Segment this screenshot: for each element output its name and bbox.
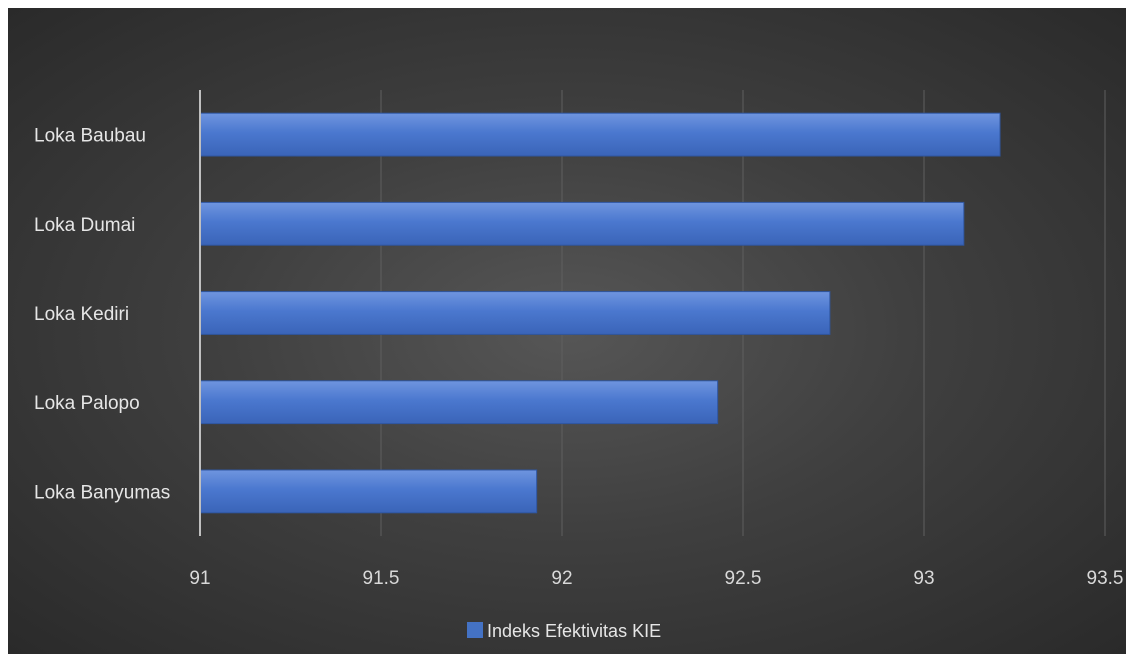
category-label: Loka Dumai: [34, 215, 135, 236]
category-label: Loka Baubau: [34, 126, 146, 147]
legend: Indeks Efektivitas KIE: [467, 621, 661, 641]
bar: [199, 201, 965, 246]
x-tick-label: 91: [189, 568, 210, 589]
chart-area: Loka Baubau Loka Dumai Loka Kediri Loka Pal…: [8, 8, 1126, 654]
legend-swatch: [467, 622, 483, 638]
bar-chart: Loka Baubau Loka Dumai Loka Kediri Loka Pal…: [34, 90, 1123, 641]
category-label: Loka Banyumas: [34, 482, 170, 503]
bar: [199, 112, 1001, 157]
bar: [199, 469, 538, 514]
x-tick-label: 93: [913, 568, 934, 589]
x-tick-label: 91.5: [363, 568, 400, 589]
x-tick-label: 92.5: [725, 568, 762, 589]
x-axis-tick-labels: 91 91.5 92 92.5 93 93.5: [189, 568, 1123, 589]
bar: [199, 380, 719, 425]
bars: [199, 112, 1001, 514]
x-tick-label: 93.5: [1087, 568, 1124, 589]
category-label: Loka Palopo: [34, 393, 140, 414]
bar: [199, 291, 831, 335]
category-label: Loka Kediri: [34, 304, 129, 325]
category-labels: Loka Baubau Loka Dumai Loka Kediri Loka Pal…: [34, 126, 170, 504]
x-tick-label: 92: [551, 568, 572, 589]
legend-label: Indeks Efektivitas KIE: [487, 621, 661, 641]
